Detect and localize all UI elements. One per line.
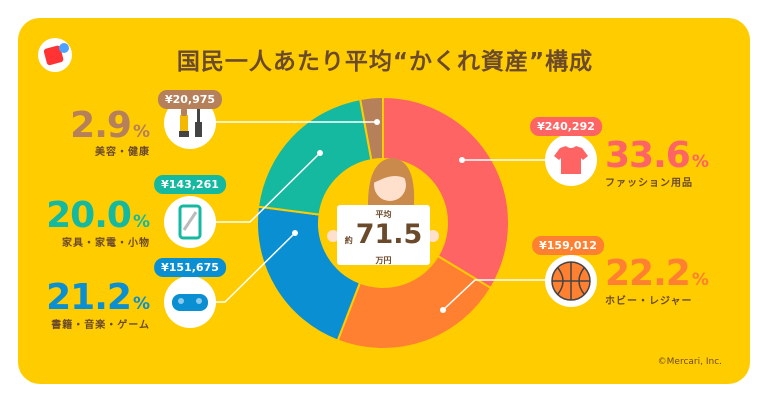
amount-bubble-books: ¥151,675 bbox=[154, 258, 226, 277]
mercari-logo-icon bbox=[38, 38, 72, 72]
leader-dots bbox=[292, 119, 465, 313]
leader-line-hobby bbox=[442, 279, 546, 311]
cosmetics-icon bbox=[164, 97, 216, 149]
tshirt-icon bbox=[545, 134, 597, 186]
copyright: ©Mercari, Inc. bbox=[657, 357, 722, 367]
amount-bubble-furniture: ¥143,261 bbox=[154, 175, 226, 194]
percent-value: 33.6 bbox=[605, 135, 691, 176]
leader-line-books bbox=[214, 232, 296, 303]
percent-hobby: 22.2% bbox=[605, 256, 709, 292]
label-beauty: 美容・健康 bbox=[95, 147, 150, 158]
smartphone-icon bbox=[164, 196, 216, 248]
donut-slice-0 bbox=[382, 95, 510, 290]
label-fashion: ファッション用品 bbox=[605, 178, 693, 189]
percent-furniture: 20.0% bbox=[46, 198, 150, 234]
donut-slice-1 bbox=[336, 254, 493, 350]
leader-line-furniture bbox=[214, 152, 321, 223]
label-hobby: ホビー・レジャー bbox=[605, 296, 693, 307]
page-title: 国民一人あたり平均“かくれ資産”構成 bbox=[176, 49, 594, 75]
label-books: 書籍・音楽・ゲーム bbox=[51, 320, 150, 331]
game-controller-icon bbox=[164, 276, 216, 328]
amount-bubble-fashion: ¥240,292 bbox=[530, 117, 602, 136]
basketball-icon bbox=[545, 255, 597, 307]
percent-fashion: 33.6% bbox=[605, 138, 709, 174]
average-label: 平均 bbox=[375, 210, 392, 219]
percent-beauty: 2.9% bbox=[70, 108, 150, 144]
donut-chart bbox=[256, 95, 510, 350]
average-card: 平均 約 71.5 万円 bbox=[337, 205, 430, 265]
average-prefix: 約 bbox=[344, 236, 353, 245]
percent-unit: % bbox=[132, 212, 150, 232]
amount-bubble-beauty: ¥20,975 bbox=[157, 90, 223, 109]
average-unit: 万円 bbox=[375, 256, 392, 265]
percent-unit: % bbox=[132, 122, 150, 142]
percent-value: 22.2 bbox=[605, 253, 691, 294]
percent-value: 2.9 bbox=[70, 105, 132, 146]
percent-value: 20.0 bbox=[46, 195, 132, 236]
average-value: 71.5 bbox=[355, 219, 423, 250]
donut-slice-2 bbox=[256, 205, 362, 342]
percent-value: 21.2 bbox=[46, 277, 132, 318]
amount-bubble-hobby: ¥159,012 bbox=[532, 236, 604, 255]
percent-unit: % bbox=[132, 294, 150, 314]
percent-books: 21.2% bbox=[46, 280, 150, 316]
percent-unit: % bbox=[691, 152, 709, 172]
leader-lines bbox=[214, 121, 546, 311]
donut-slice-4 bbox=[358, 95, 384, 162]
label-furniture: 家具・家電・小物 bbox=[62, 238, 150, 249]
percent-unit: % bbox=[691, 270, 709, 290]
